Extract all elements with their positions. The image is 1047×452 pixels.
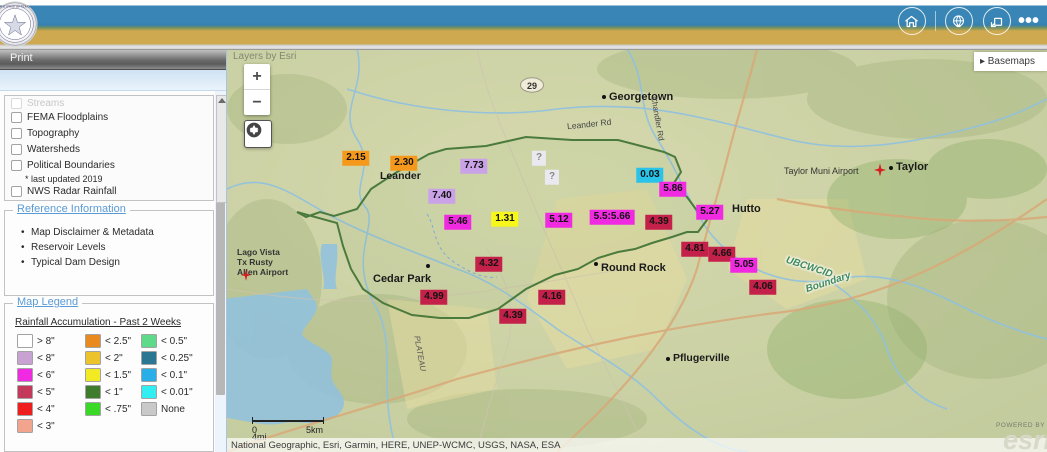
svg-text:29: 29 [527, 81, 537, 91]
svg-text:THE STATE OF TEXAS: THE STATE OF TEXAS [0, 4, 30, 8]
